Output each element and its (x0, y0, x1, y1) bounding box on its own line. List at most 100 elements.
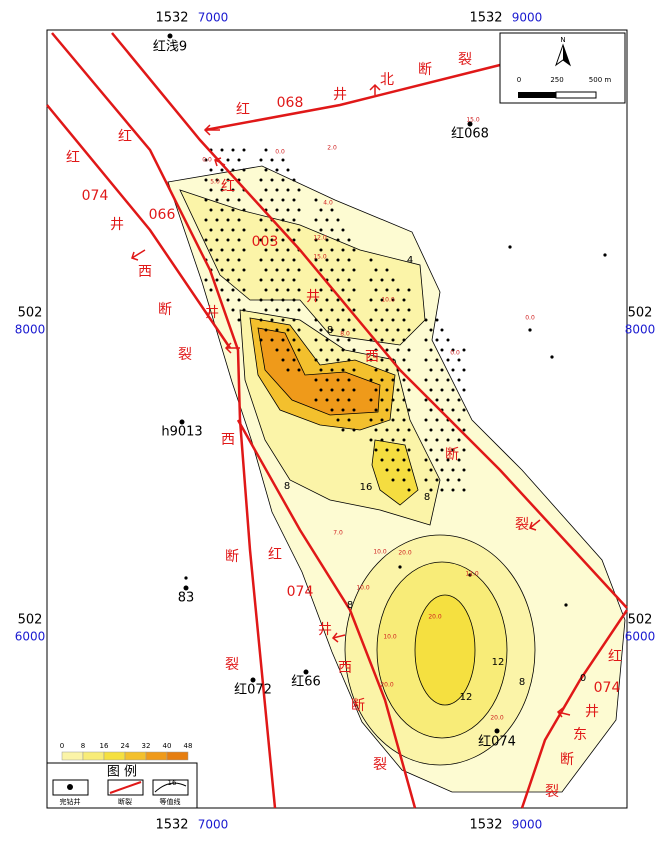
well-dot (220, 148, 224, 152)
well-dot (508, 245, 512, 249)
grid-label: 1532 (469, 818, 502, 833)
well-dot (341, 228, 345, 232)
well-dot (292, 338, 296, 342)
well-dot (259, 158, 263, 162)
well-dot (396, 408, 400, 412)
well-dot (352, 368, 356, 372)
well-dot (396, 288, 400, 292)
well-dot (374, 348, 378, 352)
well-dot (462, 488, 466, 492)
well-marker (303, 669, 309, 675)
well-dot (314, 198, 318, 202)
well-dot (396, 308, 400, 312)
well-dot (275, 288, 279, 292)
well-dot (231, 188, 235, 192)
well-dot (259, 278, 263, 282)
well-dot (424, 418, 428, 422)
well-dot (275, 208, 279, 212)
well-dot (286, 208, 290, 212)
grid-label: 6000 (15, 630, 46, 644)
well-dot (462, 408, 466, 412)
north-label: N (560, 36, 565, 44)
scale-tick-label: 500 m (589, 76, 612, 84)
well-marker (467, 121, 473, 127)
well-dot (297, 228, 301, 232)
well-dot (396, 468, 400, 472)
well-dot (446, 398, 450, 402)
well-dot (270, 238, 274, 242)
contour-label: 12 (492, 657, 505, 668)
well-dot (341, 428, 345, 432)
well-dot (347, 318, 351, 322)
value-label: 10.0 (373, 549, 387, 556)
well-dot (231, 308, 235, 312)
well-dot (325, 398, 329, 402)
well-dot (319, 208, 323, 212)
well-dot (429, 348, 433, 352)
well-dot (369, 258, 373, 262)
well-dot (603, 253, 607, 257)
well-dot (215, 278, 219, 282)
well-dot (314, 258, 318, 262)
well-dot (237, 318, 241, 322)
well-dot (396, 348, 400, 352)
well-dot (429, 428, 433, 432)
well-dot (380, 278, 384, 282)
well-dot (292, 258, 296, 262)
well-dot (209, 208, 213, 212)
value-label: 10.0 (381, 297, 395, 304)
well-dot (468, 573, 472, 577)
fault-label: 红 (608, 649, 622, 665)
well-dot (407, 308, 411, 312)
contour-label: 12 (460, 692, 473, 703)
well-dot (429, 328, 433, 332)
well-label: 红074 (478, 734, 516, 750)
well-label: 红068 (451, 126, 489, 142)
fault-label: 断 (445, 447, 459, 463)
well-dot (297, 368, 301, 372)
well-dot (424, 378, 428, 382)
well-dot (429, 448, 433, 452)
well-dot (435, 458, 439, 462)
fault-label: 074 (82, 188, 109, 204)
well-dot (220, 268, 224, 272)
value-label: 4.0 (323, 200, 333, 207)
grid-label: 502 (628, 306, 653, 321)
well-dot (325, 298, 329, 302)
well-dot (402, 478, 406, 482)
fault-label: 003 (252, 234, 279, 250)
well-dot (325, 258, 329, 262)
well-dot (209, 188, 213, 192)
well-dot (259, 178, 263, 182)
well-dot (270, 178, 274, 182)
well-dot (242, 268, 246, 272)
well-dot (231, 148, 235, 152)
well-dot (374, 308, 378, 312)
well-dot (270, 338, 274, 342)
well-dot (341, 248, 345, 252)
well-dot (297, 328, 301, 332)
well-dot (286, 308, 290, 312)
fault-label: 断 (560, 752, 574, 768)
well-dot (286, 188, 290, 192)
well-dot (385, 268, 389, 272)
well-dot (391, 438, 395, 442)
well-dot (347, 238, 351, 242)
well-dot (369, 438, 373, 442)
legend-item: 完钻井 (60, 797, 81, 806)
well-dot (297, 208, 301, 212)
well-dot (314, 338, 318, 342)
well-dot (440, 348, 444, 352)
well-dot (341, 328, 345, 332)
well-dot (396, 328, 400, 332)
value-label: 0.0 (275, 149, 285, 156)
well-dot (435, 478, 439, 482)
well-dot (424, 478, 428, 482)
well-dot (462, 428, 466, 432)
well-dot (264, 168, 268, 172)
grid-label: 502 (18, 306, 43, 321)
well-dot (457, 478, 461, 482)
well-dot (226, 278, 230, 282)
well-dot (380, 358, 384, 362)
